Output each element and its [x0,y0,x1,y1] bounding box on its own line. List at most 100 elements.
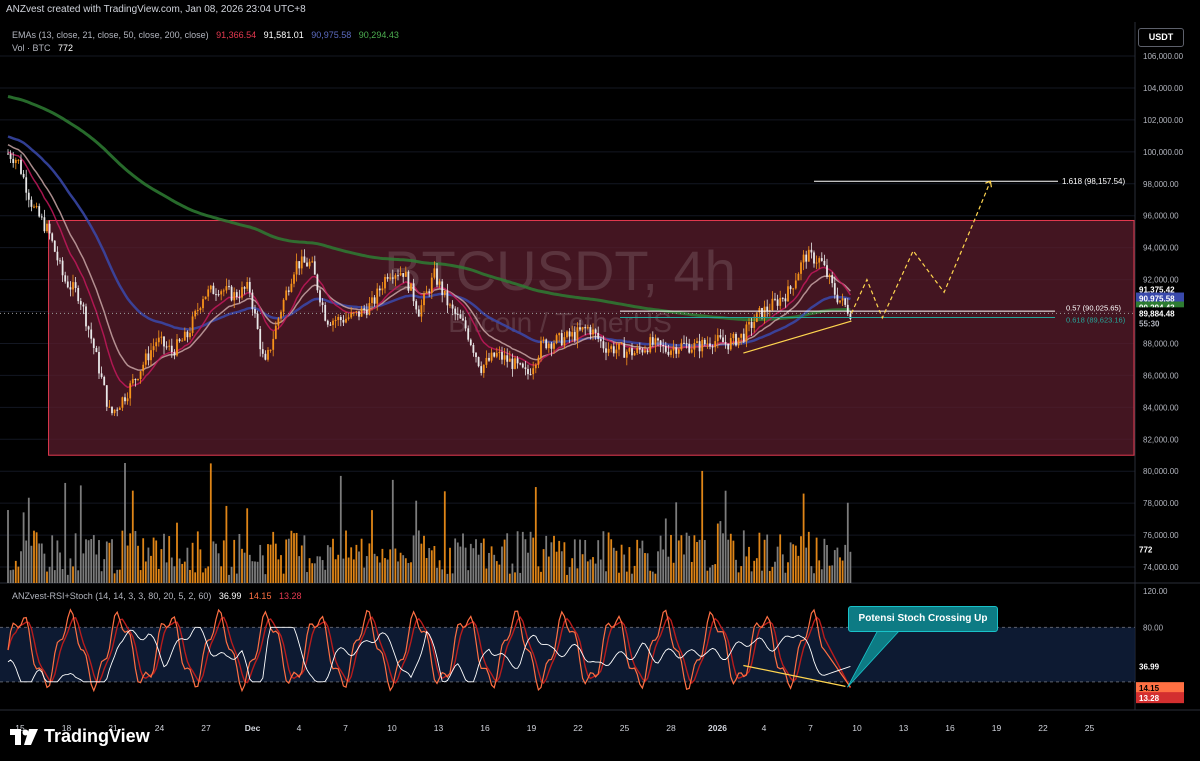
volume-bar [537,566,540,583]
candle-body [589,327,592,335]
volume-bar [690,561,693,583]
volume-bar [636,539,639,583]
volume-bar [113,573,116,583]
candle-body [701,339,704,352]
volume-bar [386,559,389,583]
volume-bar [482,538,485,583]
volume-bar [272,531,275,583]
volume-bar [563,542,566,583]
volume-bar [490,546,493,583]
projection-arrowhead [985,180,992,188]
candle-body [514,358,516,369]
candle-body [649,337,652,353]
candle-body [475,352,477,358]
candle-body [25,177,28,193]
candle-body [729,338,732,350]
candle-body [329,324,332,326]
candle-body [677,349,680,354]
volume-bar [178,558,181,583]
volume-bar [748,546,750,583]
volume-bar [433,545,436,583]
volume-bar [238,533,241,583]
candle-body [703,339,706,345]
candle-body [378,288,381,291]
candle-body [222,290,225,292]
volume-bar [46,571,48,583]
volume-bar [498,564,501,583]
osc-axis-label: 120.00 [1143,587,1168,596]
price-label-ema50-bg [1136,292,1184,304]
volume-bar [126,545,129,583]
volume-bar [282,573,285,583]
candle-body [592,329,594,335]
time-axis-label: 16 [480,723,490,733]
volume-bar [342,558,345,583]
candle-body [758,307,761,313]
volume-bar [443,491,446,583]
volume-bar [371,510,373,583]
currency-button[interactable]: USDT [1138,28,1184,47]
volume-legend[interactable]: Vol · BTC 772 [12,43,78,53]
volume-bar [532,537,535,583]
price-labels: 91,375.4290,975.5890,294.4389,884.4855:3… [0,283,1184,704]
candle-body [334,320,337,322]
osc-band [0,627,1135,682]
volume-bar [815,537,818,583]
volume-bar [451,573,454,583]
candle-body [298,261,301,269]
price-axis-label: 92,000.00 [1143,276,1179,285]
candle-body [199,308,202,311]
volume-bar [576,568,579,583]
candle-body [501,352,503,360]
time-axis-label: 22 [573,723,583,733]
candle-body [571,332,574,337]
volume-bar [321,560,324,583]
candle-body [311,261,314,263]
volume-bar [183,561,186,583]
volume-bar [116,569,119,583]
candle-body [542,339,545,342]
price-axis-label: 104,000.00 [1143,84,1184,93]
volume-bar [373,553,376,583]
volume-bar [329,547,332,583]
volume-bar [456,542,459,583]
candle-body [430,277,433,293]
candle-body [620,343,623,345]
indicator-legend[interactable]: ANZvest-RSI+Stoch (14, 14, 3, 3, 80, 20,… [12,591,307,601]
time-axis-label: 15 [15,723,25,733]
candle-body [22,173,25,178]
candle-body [503,355,506,360]
volume-bar [191,542,194,583]
candle-body [30,199,33,207]
volume-bar [480,542,483,583]
candle-body [787,286,789,302]
volume-bar [810,566,813,583]
volume-bar [30,545,33,583]
time-axis-label: Dec [245,723,261,733]
candle-body [202,299,204,309]
volume-bar [72,566,74,583]
candle-body [272,338,275,350]
volume-bar [298,556,301,583]
candles [7,149,852,417]
candle-body [428,291,431,293]
candle-body [485,357,488,365]
tradingview-logo[interactable]: TradingView [10,726,150,747]
volume-bar [495,561,498,583]
volume-bar [685,532,688,583]
candle-body [711,346,714,348]
volume-bar [100,571,103,583]
volume-bar [631,573,633,583]
candle-body [537,357,540,365]
candle-body [636,347,639,354]
candle-body [477,357,480,367]
volume-bar [87,540,90,583]
volume-bar [729,533,732,583]
volume-bar [521,531,524,583]
ema-legend[interactable]: EMAs (13, close, 21, close, 50, close, 2… [12,30,404,40]
volume-bar [472,548,475,583]
candle-body [423,293,425,306]
volume-bar [129,533,132,583]
volume-bar [745,556,748,583]
candle-body [386,276,389,279]
